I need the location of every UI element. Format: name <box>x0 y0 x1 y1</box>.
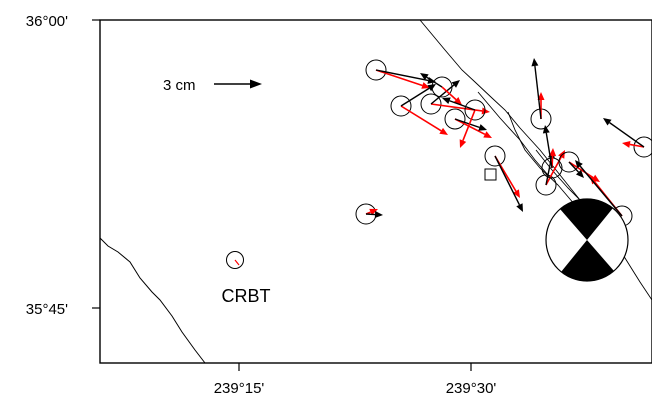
observed-vector-arrowhead <box>603 118 612 126</box>
station-circle <box>464 99 486 121</box>
fault-trace-2 <box>477 91 549 176</box>
modeled-vector-arrowhead <box>421 82 430 89</box>
modeled-vector-line <box>454 118 486 136</box>
observed-vector-line <box>568 161 580 173</box>
station-circle <box>444 108 466 130</box>
station-circle <box>431 76 453 98</box>
modeled-vector-arrowhead <box>483 131 492 138</box>
observed-vector-line <box>579 165 623 217</box>
modeled-vector-line <box>462 109 476 141</box>
observed-vector-line <box>545 132 553 169</box>
station-crbt-circle <box>226 251 244 269</box>
observed-vector-line <box>454 118 480 129</box>
modeled-vector-line <box>400 105 442 132</box>
modeled-vector-arrowhead <box>459 139 467 148</box>
focal-mechanism-beachball <box>545 198 629 282</box>
station-crbt-vector <box>234 259 240 266</box>
observed-vector-arrowhead <box>420 73 429 81</box>
observed-vector-arrowhead <box>531 58 539 67</box>
modeled-vector-arrowhead <box>622 140 631 148</box>
modeled-vector-arrowhead <box>558 150 565 159</box>
observed-vector-arrowhead <box>516 203 523 212</box>
modeled-vector-arrowhead <box>453 97 462 105</box>
beachball-quadrant-upper <box>560 198 613 240</box>
observed-vector-line <box>400 87 430 107</box>
coastline <box>99 237 206 364</box>
observed-vector-arrowhead <box>478 124 487 131</box>
observed-vector-line <box>494 155 521 206</box>
station-circle <box>390 95 412 117</box>
station-circle <box>420 93 442 115</box>
modeled-vector-arrowhead <box>481 107 490 115</box>
observed-vector-line <box>609 122 645 148</box>
observed-vector-arrowhead <box>374 211 383 219</box>
observed-vector-line <box>375 69 429 82</box>
modeled-vector-line <box>375 69 423 87</box>
map-frame <box>99 19 652 364</box>
lat-label-35-45: 35°45' <box>26 301 68 318</box>
modeled-vector-arrowhead <box>439 127 448 135</box>
observed-vector-arrowhead <box>542 125 550 134</box>
modeled-vector-line <box>568 161 594 179</box>
observed-vector-line <box>449 100 476 111</box>
scale-arrowhead <box>250 79 262 89</box>
lon-label-239-15: 239°15' <box>214 380 265 397</box>
observed-vector-line <box>430 84 455 105</box>
scale-label: 3 cm <box>163 77 196 94</box>
modeled-vector-arrowhead <box>512 189 520 198</box>
modeled-vector-arrowhead <box>590 176 598 185</box>
observed-vector-arrowhead <box>451 80 460 88</box>
beachball-quadrant-lower <box>561 240 614 282</box>
lat-label-36-00: 36°00' <box>26 13 68 30</box>
reference-square-marker <box>484 168 497 181</box>
station-circle <box>365 59 387 81</box>
modeled-vector-line <box>441 86 457 101</box>
scale-bar: 3 cm <box>163 77 262 94</box>
observed-vector-line <box>365 213 376 216</box>
modeled-vector-line <box>629 143 645 148</box>
modeled-vector-arrowhead <box>549 148 557 157</box>
observed-vector-line <box>426 76 443 88</box>
observed-vector-arrowhead <box>442 97 451 105</box>
station-circle <box>633 136 652 158</box>
lon-label-239-30: 239°30' <box>446 380 497 397</box>
axis-ticks <box>92 19 472 371</box>
station-crbt-label: CRBT <box>222 286 271 306</box>
station-circle <box>484 145 506 167</box>
displacement-vectors <box>355 58 652 227</box>
station-crbt: CRBT <box>222 251 271 306</box>
observed-vector-arrowhead <box>575 160 583 169</box>
observed-vector-line <box>534 65 542 120</box>
observed-vector-arrowhead <box>575 169 584 178</box>
station-circle <box>535 174 557 196</box>
